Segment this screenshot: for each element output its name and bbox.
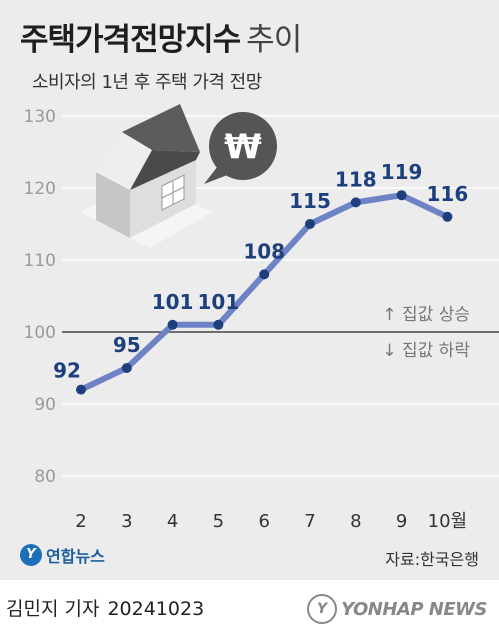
footer: 김민지 기자 20241023 Y YONHAP NEWS <box>0 580 499 633</box>
y-tick-label: 90 <box>34 395 56 415</box>
y-tick-label: 120 <box>24 179 56 199</box>
credit-date: 20241023 <box>107 598 205 620</box>
chart-subtitle: 소비자의 1년 후 주택 가격 전망 <box>32 72 262 93</box>
annotation-rise: ↑ 집값 상승 <box>382 305 470 325</box>
x-tick-label: 9 <box>396 511 407 532</box>
data-label: 108 <box>243 239 285 263</box>
y-tick-label: 110 <box>24 251 56 271</box>
agency-name: YONHAP NEWS <box>341 598 487 620</box>
line-chart: 80 90 100 110 120 130 ↑ 집값 상승 ↓ 집값 하락 2 3 4 5 6 7 8 9 10… <box>24 104 499 532</box>
won-symbol: ₩ <box>224 127 262 167</box>
data-label: 119 <box>381 160 423 184</box>
agency-logo: Y YONHAP NEWS <box>307 594 487 624</box>
data-point <box>213 319 224 330</box>
credit-name: 김민지 기자 <box>6 598 100 620</box>
data-point <box>76 384 86 395</box>
x-tick-label: 7 <box>304 511 315 532</box>
x-tick-label: 10월 <box>428 511 467 532</box>
title-main: 주택가격전망지수 <box>20 22 241 58</box>
brand-mark-icon: Y <box>20 544 42 566</box>
y-tick-label: 80 <box>34 467 56 487</box>
x-tick-label: 8 <box>350 511 361 532</box>
brand-logo: Y 연합뉴스 <box>20 543 105 567</box>
x-tick-label: 5 <box>213 511 224 532</box>
speech-bubble-icon: ₩ <box>204 112 277 184</box>
data-label: 101 <box>152 290 194 314</box>
title-suffix: 추이 <box>246 22 302 58</box>
data-point <box>442 211 453 222</box>
data-point <box>305 219 315 229</box>
credit: 김민지 기자 20241023 <box>6 594 204 621</box>
x-tick-label: 3 <box>121 511 132 532</box>
x-tick-label: 2 <box>75 511 86 532</box>
data-point <box>350 197 361 208</box>
data-label: 115 <box>289 189 331 213</box>
data-point <box>396 190 407 201</box>
chart-title: 주택가격전망지수 추이 <box>20 14 302 59</box>
house-icon <box>80 104 212 248</box>
data-label: 101 <box>198 290 240 314</box>
data-point <box>121 363 132 373</box>
y-tick-label: 130 <box>24 107 56 127</box>
data-point <box>167 319 178 330</box>
data-point <box>259 269 270 280</box>
data-label: 95 <box>113 333 141 357</box>
agency-mark-icon: Y <box>307 594 338 624</box>
data-label: 92 <box>53 359 81 383</box>
annotation-fall: ↓ 집값 하락 <box>382 341 470 361</box>
x-tick-label: 4 <box>167 511 178 532</box>
data-label: 118 <box>335 167 377 191</box>
data-label: 116 <box>427 182 469 206</box>
y-tick-label: 100 <box>24 323 56 343</box>
brand-name: 연합뉴스 <box>46 547 105 566</box>
x-tick-label: 6 <box>258 511 269 532</box>
source-note: 자료:한국은행 <box>385 550 479 569</box>
